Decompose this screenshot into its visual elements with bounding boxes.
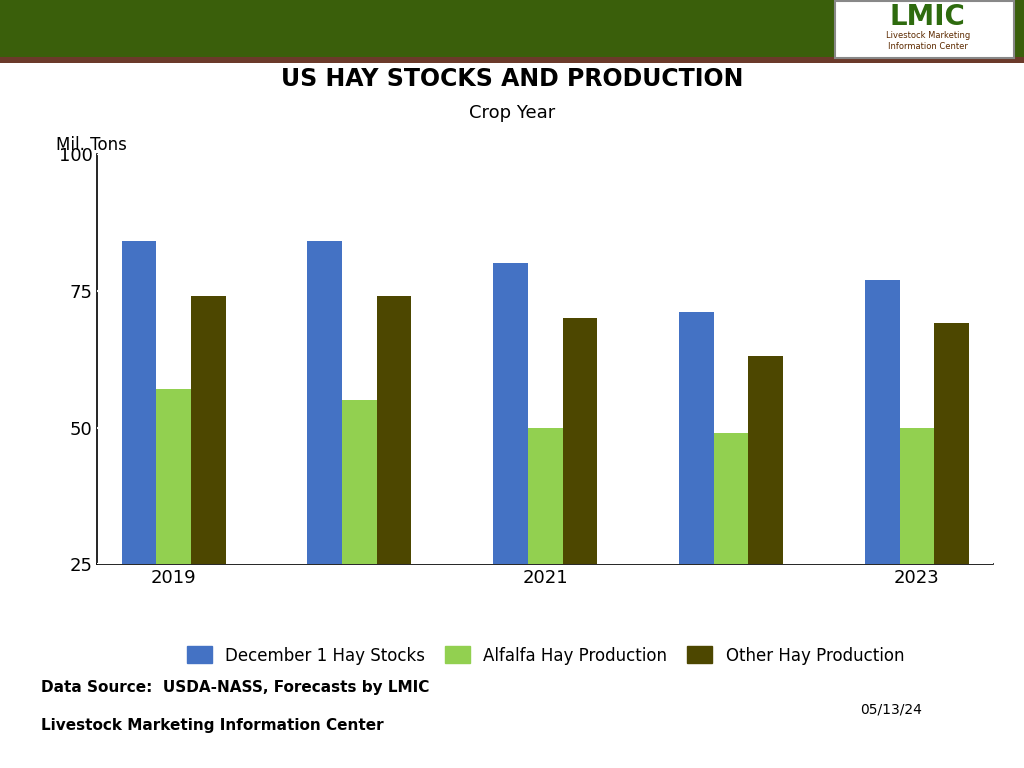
Bar (377, 296, 412, 701)
Bar (934, 323, 969, 701)
Bar (190, 296, 225, 701)
Text: Data Source:  USDA-NASS, Forecasts by LMIC: Data Source: USDA-NASS, Forecasts by LMI… (41, 680, 429, 695)
Text: Livestock Marketing Information Center: Livestock Marketing Information Center (41, 718, 384, 733)
Bar (562, 318, 597, 701)
Bar (528, 428, 562, 701)
Text: 05/13/24: 05/13/24 (860, 703, 922, 717)
Bar (749, 356, 783, 701)
Bar (714, 433, 749, 701)
Bar (0, 57, 1024, 63)
Text: US HAY STOCKS AND PRODUCTION: US HAY STOCKS AND PRODUCTION (281, 67, 743, 91)
Text: LMIC: LMIC (890, 3, 966, 31)
Text: Mil. Tons: Mil. Tons (56, 136, 127, 154)
Bar (342, 400, 377, 701)
Text: Crop Year: Crop Year (469, 104, 555, 121)
Bar (865, 280, 900, 701)
Bar (307, 241, 342, 701)
FancyBboxPatch shape (835, 2, 1014, 58)
Legend: December 1 Hay Stocks, Alfalfa Hay Production, Other Hay Production: December 1 Hay Stocks, Alfalfa Hay Produ… (180, 640, 910, 671)
Bar (494, 263, 528, 701)
Text: Livestock Marketing
Information Center: Livestock Marketing Information Center (886, 31, 970, 51)
Bar (679, 313, 714, 701)
Bar (122, 241, 157, 701)
Bar (157, 389, 190, 701)
Bar (900, 428, 934, 701)
